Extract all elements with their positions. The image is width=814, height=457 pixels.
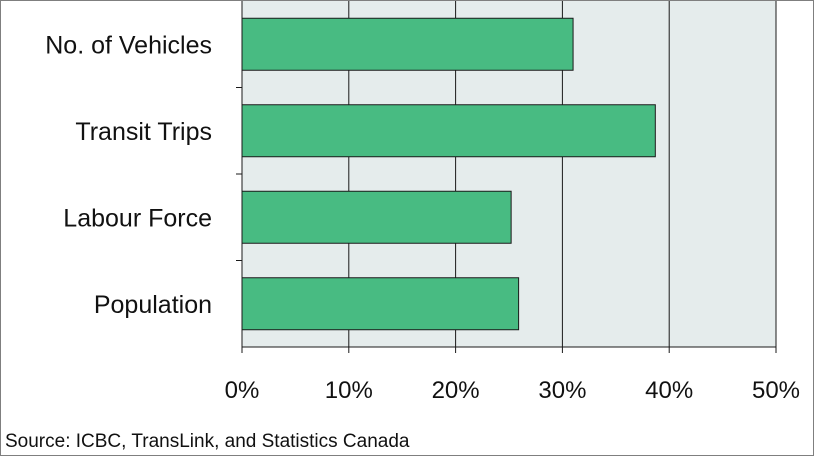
x-tick-label: 40% (645, 377, 693, 404)
bars (241, 17, 656, 331)
axis-labels: No. of Vehicles Transit Trips Labour Force… (45, 31, 800, 404)
x-tick-label: 20% (432, 377, 480, 404)
category-label: Population (94, 291, 212, 319)
bar (241, 104, 656, 158)
x-tick-label: 30% (538, 377, 586, 404)
bar (241, 190, 512, 244)
category-label: No. of Vehicles (45, 31, 212, 59)
category-label: Labour Force (63, 204, 212, 232)
bar (241, 17, 574, 71)
x-tick-label: 0% (225, 377, 260, 404)
category-label: Transit Trips (75, 118, 212, 146)
source-note: Source: ICBC, TransLink, and Statistics … (5, 431, 410, 452)
bar (241, 277, 520, 331)
axes (236, 1, 777, 353)
x-tick-label: 50% (752, 377, 800, 404)
x-tick-label: 10% (325, 377, 373, 404)
